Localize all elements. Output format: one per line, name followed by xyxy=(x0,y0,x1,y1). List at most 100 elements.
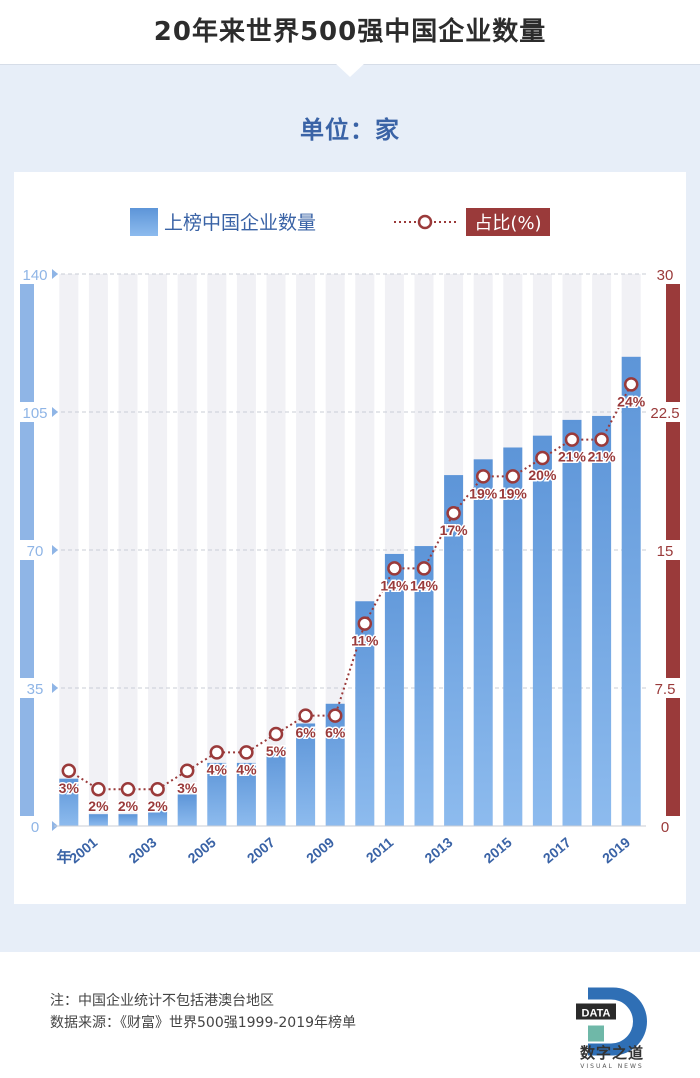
data-label-2019: 24% xyxy=(617,393,646,409)
header: 20年来世界500强中国企业数量 xyxy=(0,0,700,65)
right-axis-tick-label: 30 xyxy=(657,267,674,284)
data-label-2000: 3% xyxy=(59,780,80,796)
data-label-2007: 5% xyxy=(266,743,287,759)
right-axis-tick-label: 0 xyxy=(661,819,669,836)
point-2007 xyxy=(268,726,284,742)
bar-2012 xyxy=(414,546,434,826)
bar-2005 xyxy=(207,762,227,826)
data-label-2018: 21% xyxy=(588,449,617,465)
data-label-2011: 14% xyxy=(380,577,409,593)
data-label-2015: 19% xyxy=(499,485,528,501)
bar-2016 xyxy=(532,435,552,826)
left-tick-bg xyxy=(20,816,54,836)
bar-2010 xyxy=(355,601,375,826)
left-tick-bg xyxy=(20,264,54,284)
bar-2018 xyxy=(592,415,612,826)
bar-2002 xyxy=(118,814,138,826)
data-label-2002: 2% xyxy=(118,798,139,814)
left-axis-tick-label: 35 xyxy=(27,681,44,698)
left-tick-arrow xyxy=(52,269,58,279)
bar-2015 xyxy=(503,447,523,826)
left-tick-bg xyxy=(20,402,54,422)
logo-mark-icon: DATA xyxy=(576,987,647,1056)
bg-stripe xyxy=(148,274,168,826)
page-title: 20年来世界500强中国企业数量 xyxy=(153,17,547,47)
legend-bar-swatch xyxy=(130,208,158,236)
right-axis-tick-label: 22.5 xyxy=(650,405,679,422)
x-tick-label: 2001 xyxy=(66,834,100,866)
point-2003 xyxy=(150,781,165,797)
left-axis-tick-label: 140 xyxy=(22,267,47,284)
x-tick-label: 2019 xyxy=(599,834,633,866)
x-tick-label: 2003 xyxy=(125,834,159,866)
legend-line-label: 占比(%) xyxy=(474,213,541,234)
x-tick-label: 2017 xyxy=(540,834,574,866)
data-label-2010: 11% xyxy=(351,633,379,649)
bar-2014 xyxy=(473,459,493,826)
point-2016 xyxy=(535,450,550,466)
bar-2001 xyxy=(88,814,108,826)
data-label-2008: 6% xyxy=(295,725,316,741)
point-2005 xyxy=(209,745,225,760)
data-source: 数据来源：《财富》世界500强1999-2019年榜单 xyxy=(50,1015,357,1031)
point-2001 xyxy=(91,781,106,797)
right-tick-bg xyxy=(648,264,684,284)
legend-line-box xyxy=(466,208,550,236)
logo-name: 数字之道 xyxy=(579,1044,644,1062)
point-2009 xyxy=(327,708,343,723)
logo-subtitle: VISUAL NEWS xyxy=(580,1063,644,1070)
bar-2011 xyxy=(384,553,404,826)
bar-2017 xyxy=(562,419,582,826)
unit-label: 单位：家 xyxy=(300,116,400,144)
left-tick-arrow xyxy=(52,545,58,555)
point-2008 xyxy=(298,708,313,723)
data-label-2006: 4% xyxy=(236,761,257,777)
x-tick-label: 2005 xyxy=(185,834,219,866)
data-label-2005: 4% xyxy=(207,761,228,777)
point-2018 xyxy=(594,432,609,447)
bar-2006 xyxy=(236,762,256,826)
bar-2009 xyxy=(325,703,345,826)
left-axis-tick-label: 0 xyxy=(31,819,39,836)
data-label-2017: 21% xyxy=(558,449,587,465)
point-2010 xyxy=(357,616,373,631)
data-label-2003: 2% xyxy=(147,798,168,814)
x-tick-label: 2011 xyxy=(363,834,397,866)
chart-card: 0 35 70 105 140 0 7.5 15 22.5 30 3% 2% 2% 2% 3% 4% 4% 5% 6… xyxy=(14,172,686,904)
bar-2007 xyxy=(266,747,286,826)
left-axis-tick-label: 70 xyxy=(27,543,44,560)
x-axis-title: 年 xyxy=(56,848,71,866)
right-tick-bg xyxy=(648,402,684,422)
bar-2003 xyxy=(148,810,168,826)
data-label-2013: 17% xyxy=(440,522,469,538)
bar-2000 xyxy=(59,778,79,826)
x-tick-label: 2013 xyxy=(421,834,455,866)
data-label-2001: 2% xyxy=(88,798,109,814)
right-tick-bg xyxy=(648,816,684,836)
data-label-2016: 20% xyxy=(528,467,557,483)
left-tick-arrow xyxy=(52,407,58,417)
x-tick-label: 2015 xyxy=(481,834,515,866)
bar-2019 xyxy=(621,356,641,826)
right-tick-bg xyxy=(648,678,684,698)
header-notch xyxy=(335,63,365,77)
right-axis-tick-label: 7.5 xyxy=(655,681,676,698)
point-2012 xyxy=(416,561,432,576)
left-tick-bg xyxy=(20,678,54,698)
point-2004 xyxy=(179,763,195,779)
bar-2004 xyxy=(177,794,197,826)
legend-bar-label: 上榜中国企业数量 xyxy=(164,212,316,234)
bar-2008 xyxy=(296,723,316,826)
data-label-2014: 19% xyxy=(469,485,498,501)
logo-mark-text: DATA xyxy=(582,1008,611,1020)
data-label-2009: 6% xyxy=(325,725,346,741)
data-label-2012: 14% xyxy=(410,577,439,593)
point-2013 xyxy=(446,505,461,521)
point-2014 xyxy=(475,469,491,484)
legend-line-marker xyxy=(417,214,433,230)
left-tick-arrow xyxy=(52,683,58,693)
right-tick-bg xyxy=(648,540,684,560)
chart-svg: 0 35 70 105 140 0 7.5 15 22.5 30 3% 2% 2% 2% 3% 4% 4% 5% 6… xyxy=(20,208,684,866)
point-2019 xyxy=(623,377,639,392)
footnote: 注：中国企业统计不包括港澳台地区 xyxy=(50,993,274,1009)
